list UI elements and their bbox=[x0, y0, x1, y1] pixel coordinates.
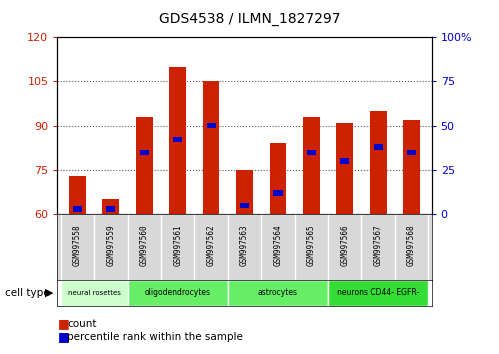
Bar bbox=[73, 206, 82, 212]
Bar bbox=[128, 280, 228, 306]
Text: GSM997565: GSM997565 bbox=[307, 225, 316, 267]
Bar bbox=[102, 199, 119, 214]
Bar bbox=[328, 280, 428, 306]
Bar bbox=[240, 202, 249, 208]
Bar bbox=[374, 144, 383, 150]
Text: GDS4538 / ILMN_1827297: GDS4538 / ILMN_1827297 bbox=[159, 12, 340, 27]
Bar bbox=[236, 170, 253, 214]
Bar bbox=[207, 123, 216, 129]
Bar bbox=[336, 123, 353, 214]
Bar bbox=[307, 150, 316, 155]
Bar bbox=[61, 280, 128, 306]
Bar bbox=[173, 137, 182, 143]
Bar bbox=[106, 206, 115, 212]
Text: neural rosettes: neural rosettes bbox=[68, 290, 121, 296]
Bar bbox=[140, 150, 149, 155]
Bar bbox=[228, 280, 328, 306]
Text: GSM997563: GSM997563 bbox=[240, 225, 249, 267]
Text: percentile rank within the sample: percentile rank within the sample bbox=[67, 332, 243, 342]
Text: GSM997558: GSM997558 bbox=[73, 225, 82, 267]
Bar bbox=[403, 120, 420, 214]
Text: oligodendrocytes: oligodendrocytes bbox=[145, 289, 211, 297]
Text: astrocytes: astrocytes bbox=[258, 289, 298, 297]
Bar bbox=[136, 117, 153, 214]
Text: GSM997566: GSM997566 bbox=[340, 225, 349, 267]
Bar bbox=[169, 67, 186, 214]
Text: GSM997567: GSM997567 bbox=[374, 225, 383, 267]
Text: ▶: ▶ bbox=[44, 288, 53, 298]
Text: cell type: cell type bbox=[5, 288, 49, 298]
Text: GSM997568: GSM997568 bbox=[407, 225, 416, 267]
Text: count: count bbox=[67, 319, 97, 329]
Bar bbox=[273, 190, 282, 195]
Bar bbox=[269, 143, 286, 214]
Text: ■: ■ bbox=[57, 331, 69, 343]
Text: neurons CD44- EGFR-: neurons CD44- EGFR- bbox=[337, 289, 419, 297]
Bar bbox=[340, 159, 349, 164]
Bar bbox=[303, 117, 320, 214]
Bar bbox=[69, 176, 86, 214]
Text: GSM997562: GSM997562 bbox=[207, 225, 216, 267]
Text: GSM997559: GSM997559 bbox=[106, 225, 115, 267]
Text: GSM997561: GSM997561 bbox=[173, 225, 182, 267]
Text: GSM997560: GSM997560 bbox=[140, 225, 149, 267]
Text: GSM997564: GSM997564 bbox=[273, 225, 282, 267]
Bar bbox=[407, 150, 416, 155]
Bar bbox=[370, 111, 387, 214]
Bar bbox=[203, 81, 220, 214]
Text: ■: ■ bbox=[57, 318, 69, 330]
